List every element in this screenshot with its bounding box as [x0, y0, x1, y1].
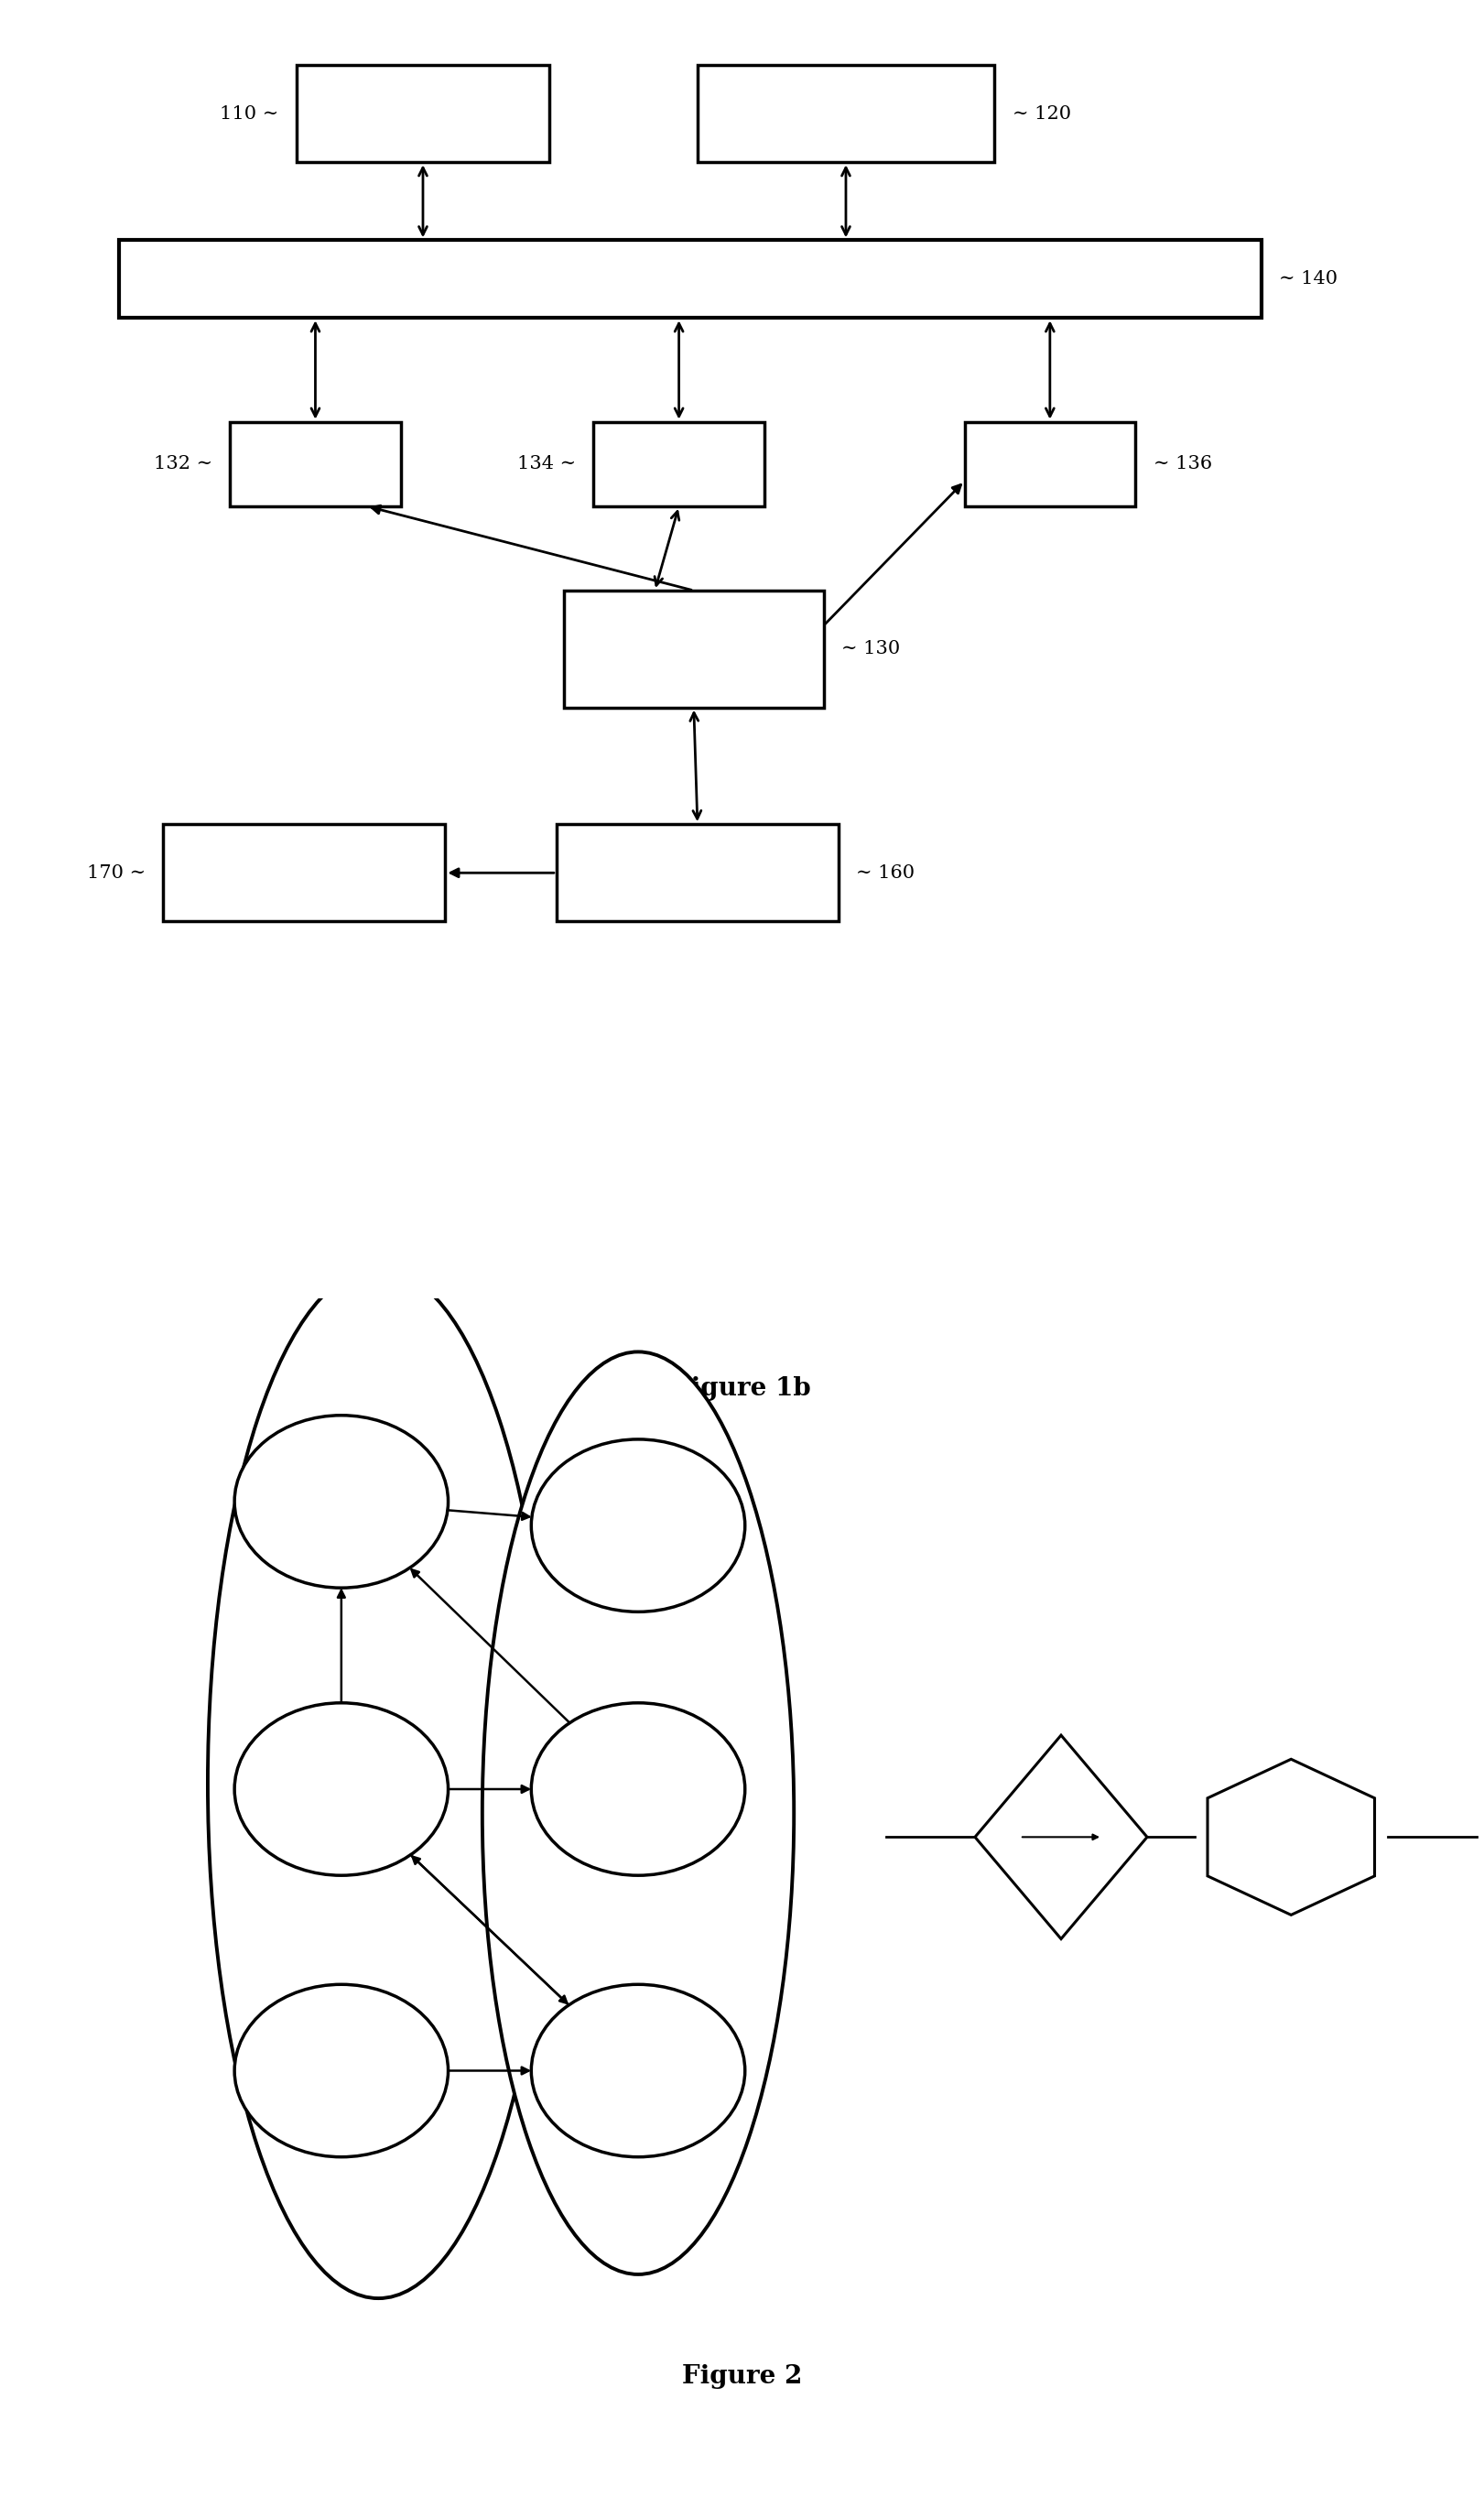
Polygon shape — [975, 1735, 1147, 1939]
Bar — [556, 824, 838, 921]
Text: Figure 2: Figure 2 — [681, 2364, 803, 2389]
Text: 170 ∼: 170 ∼ — [86, 864, 145, 881]
Circle shape — [234, 1984, 448, 2157]
Bar — [297, 65, 549, 162]
Text: ∼ 130: ∼ 130 — [841, 641, 901, 656]
Circle shape — [531, 1984, 745, 2157]
Text: ∼ 160: ∼ 160 — [856, 864, 916, 881]
Bar — [564, 592, 824, 706]
Ellipse shape — [482, 1353, 794, 2274]
Text: Figure 1b: Figure 1b — [674, 1375, 810, 1400]
Bar — [965, 422, 1135, 507]
Text: ∼ 140: ∼ 140 — [1279, 270, 1339, 287]
Circle shape — [234, 1702, 448, 1874]
Bar — [594, 422, 764, 507]
Bar — [163, 824, 445, 921]
Text: 110 ∼: 110 ∼ — [220, 105, 279, 122]
Bar — [697, 65, 994, 162]
Circle shape — [531, 1702, 745, 1874]
Bar — [119, 240, 1261, 317]
Text: 132 ∼: 132 ∼ — [153, 454, 212, 472]
Text: ∼ 120: ∼ 120 — [1012, 105, 1071, 122]
Text: ∼ 136: ∼ 136 — [1153, 454, 1212, 472]
Ellipse shape — [208, 1268, 549, 2299]
Bar — [230, 422, 401, 507]
Polygon shape — [1208, 1760, 1374, 1914]
Circle shape — [234, 1415, 448, 1587]
Circle shape — [531, 1440, 745, 1612]
Text: 134 ∼: 134 ∼ — [516, 454, 576, 472]
